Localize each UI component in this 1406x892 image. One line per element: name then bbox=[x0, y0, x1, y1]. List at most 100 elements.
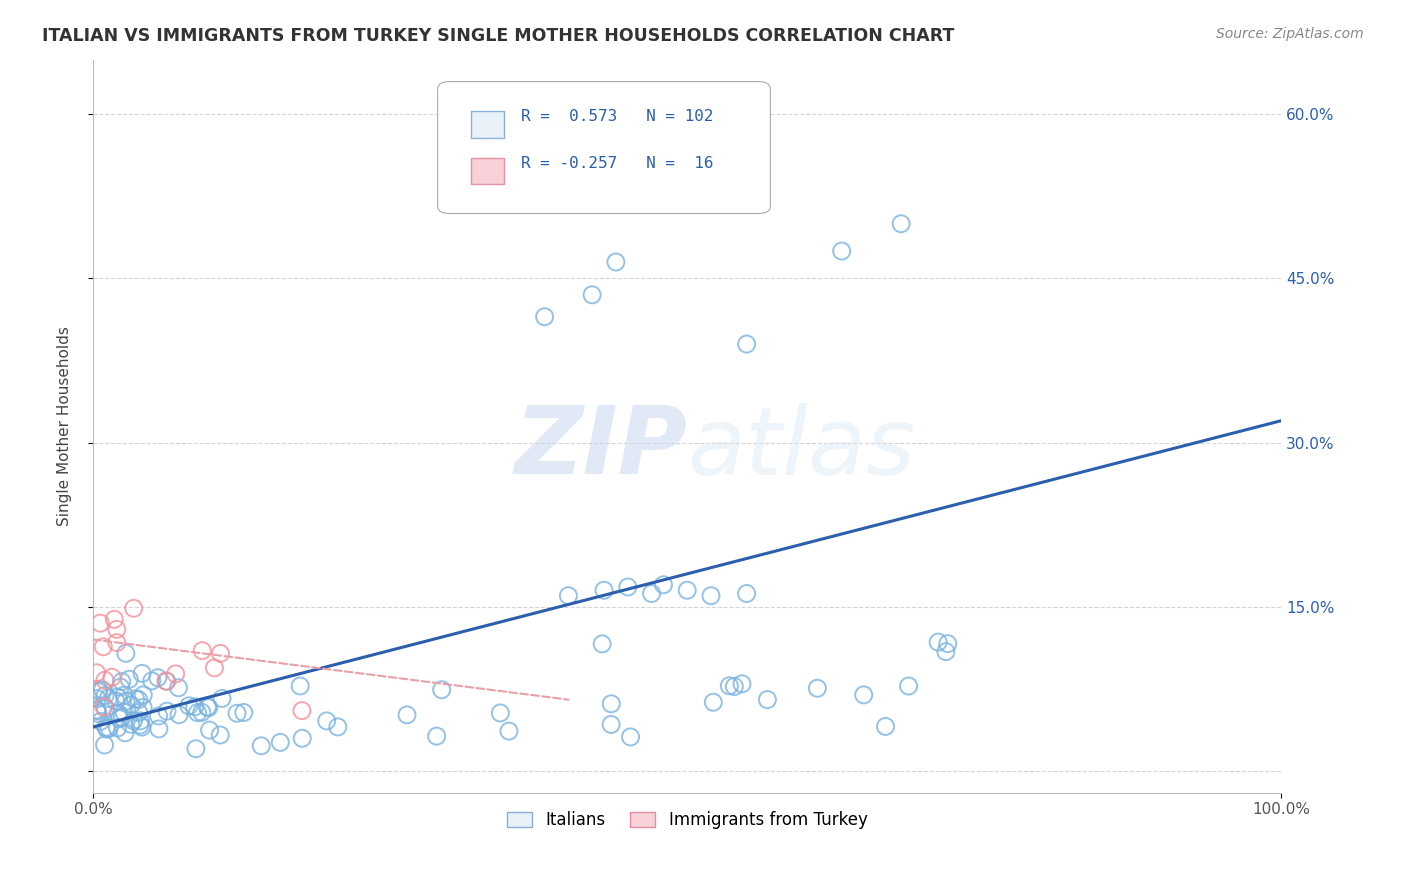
Point bbox=[86, 703, 108, 717]
Point bbox=[702, 695, 724, 709]
Point bbox=[165, 667, 187, 681]
Point bbox=[184, 741, 207, 756]
Text: R = -0.257   N =  16: R = -0.257 N = 16 bbox=[520, 156, 713, 171]
Point bbox=[112, 688, 135, 702]
Point bbox=[87, 706, 110, 721]
Legend: Italians, Immigrants from Turkey: Italians, Immigrants from Turkey bbox=[501, 805, 875, 836]
Point bbox=[129, 718, 152, 732]
Point bbox=[177, 698, 200, 713]
Point bbox=[935, 645, 957, 659]
Point bbox=[120, 717, 142, 731]
Point bbox=[86, 704, 108, 718]
Point bbox=[124, 691, 146, 706]
Point bbox=[184, 699, 207, 714]
Point bbox=[156, 674, 179, 689]
Point bbox=[204, 661, 226, 675]
Point bbox=[735, 586, 758, 600]
Point bbox=[86, 665, 108, 680]
Text: ITALIAN VS IMMIGRANTS FROM TURKEY SINGLE MOTHER HOUSEHOLDS CORRELATION CHART: ITALIAN VS IMMIGRANTS FROM TURKEY SINGLE… bbox=[42, 27, 955, 45]
Point bbox=[617, 580, 640, 594]
Point bbox=[156, 704, 179, 718]
Point bbox=[115, 646, 138, 660]
Point bbox=[557, 589, 579, 603]
Point bbox=[288, 679, 311, 693]
Point bbox=[430, 682, 453, 697]
Point bbox=[936, 637, 959, 651]
Point bbox=[593, 583, 616, 598]
Point bbox=[652, 578, 675, 592]
Point bbox=[148, 709, 170, 723]
Point bbox=[131, 666, 153, 681]
Text: atlas: atlas bbox=[688, 402, 915, 493]
Point bbox=[96, 722, 118, 736]
Point bbox=[90, 714, 112, 729]
Text: R =  0.573   N = 102: R = 0.573 N = 102 bbox=[520, 110, 713, 124]
Point bbox=[211, 691, 233, 706]
Point bbox=[489, 706, 512, 720]
Point bbox=[890, 217, 912, 231]
Point bbox=[167, 681, 190, 695]
Point bbox=[155, 673, 177, 688]
Point bbox=[89, 616, 111, 631]
Point bbox=[600, 697, 623, 711]
Point bbox=[640, 586, 662, 600]
Point bbox=[806, 681, 828, 696]
Point bbox=[852, 688, 875, 702]
Point bbox=[232, 706, 254, 720]
Point bbox=[94, 689, 117, 703]
Point bbox=[723, 680, 745, 694]
Point bbox=[120, 698, 142, 712]
Point bbox=[111, 710, 134, 724]
Point bbox=[718, 679, 741, 693]
Point bbox=[195, 700, 218, 714]
Point bbox=[105, 623, 128, 637]
Point bbox=[101, 670, 124, 684]
Point bbox=[131, 720, 153, 734]
Text: Source: ZipAtlas.com: Source: ZipAtlas.com bbox=[1216, 27, 1364, 41]
Point bbox=[315, 714, 337, 728]
Point bbox=[93, 738, 115, 752]
Point bbox=[291, 731, 314, 746]
Point bbox=[875, 719, 897, 733]
Point bbox=[129, 714, 152, 728]
Point bbox=[107, 706, 129, 721]
Point bbox=[605, 255, 627, 269]
Point bbox=[104, 694, 127, 708]
Point bbox=[198, 723, 221, 738]
Point bbox=[533, 310, 555, 324]
Point bbox=[186, 706, 208, 720]
Point bbox=[110, 680, 132, 694]
Point bbox=[87, 685, 110, 699]
Point bbox=[395, 707, 418, 722]
Point bbox=[87, 682, 110, 697]
Point bbox=[94, 673, 117, 688]
Point bbox=[108, 712, 131, 726]
Point bbox=[146, 671, 169, 685]
Point bbox=[114, 726, 136, 740]
Y-axis label: Single Mother Households: Single Mother Households bbox=[58, 326, 72, 526]
Point bbox=[91, 682, 114, 697]
Point bbox=[250, 739, 273, 753]
Bar bbox=[471, 112, 505, 138]
Point bbox=[118, 673, 141, 687]
Point bbox=[107, 721, 129, 735]
Point bbox=[600, 717, 623, 731]
Point bbox=[94, 720, 117, 734]
Point bbox=[93, 699, 115, 714]
Point bbox=[927, 635, 949, 649]
Point bbox=[676, 583, 699, 598]
Point bbox=[97, 691, 120, 706]
Point bbox=[132, 688, 155, 702]
Point bbox=[209, 647, 232, 661]
Point bbox=[426, 729, 449, 743]
Point bbox=[167, 707, 190, 722]
Point bbox=[148, 722, 170, 736]
Point bbox=[591, 637, 613, 651]
Point bbox=[122, 601, 145, 615]
Point bbox=[98, 721, 121, 735]
Point bbox=[191, 643, 214, 657]
Bar bbox=[471, 158, 505, 185]
Point bbox=[132, 700, 155, 714]
Point bbox=[831, 244, 853, 258]
Point bbox=[122, 714, 145, 728]
